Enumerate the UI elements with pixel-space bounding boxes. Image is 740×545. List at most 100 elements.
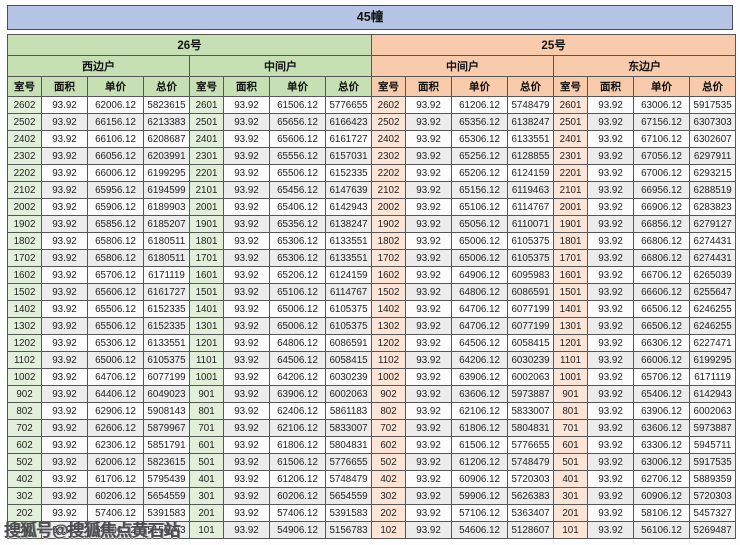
total-price-cell: 5823615 xyxy=(143,96,190,114)
total-price-cell: 6166423 xyxy=(324,113,373,131)
unit-price-cell: 64706.12 xyxy=(451,317,509,335)
total-price-cell: 5804831 xyxy=(507,419,555,437)
unit-price-cell: 65706.12 xyxy=(633,368,691,386)
room-cell: 1001 xyxy=(189,368,224,386)
col-header-unit-price: 单价 xyxy=(451,76,509,97)
total-price-cell: 6274431 xyxy=(689,249,737,267)
table-row: 2602 93.92 62006.12 5823615 2601 93.92 61506.1… xyxy=(7,96,737,114)
room-cell: 902 xyxy=(7,385,42,403)
area-cell: 93.92 xyxy=(587,249,635,267)
area-cell: 93.92 xyxy=(587,470,635,488)
column-header-row: 室号 面积 单价 总价 室号 面积 单价 总价 室号 面积 单价 总价 室号 面… xyxy=(7,76,737,97)
total-price-cell: 5748479 xyxy=(507,453,555,471)
unit-price-cell: 60206.12 xyxy=(269,487,326,505)
area-cell: 93.92 xyxy=(41,419,88,437)
room-cell: 201 xyxy=(553,504,589,522)
total-price-cell: 6133551 xyxy=(324,232,373,250)
room-cell: 1002 xyxy=(7,368,42,386)
unit-price-cell: 65506.12 xyxy=(87,300,144,318)
room-cell: 1401 xyxy=(189,300,224,318)
total-price-cell: 6279127 xyxy=(689,215,737,233)
unit-price-cell: 66706.12 xyxy=(633,266,691,284)
unit-price-cell: 63906.12 xyxy=(269,385,326,403)
total-price-cell: 6002063 xyxy=(324,385,373,403)
unit-price-cell: 59906.12 xyxy=(451,487,509,505)
area-cell: 93.92 xyxy=(405,504,453,522)
area-cell: 93.92 xyxy=(587,453,635,471)
area-cell: 93.92 xyxy=(223,198,270,216)
col-header-area: 面积 xyxy=(405,76,453,97)
area-cell: 93.92 xyxy=(223,181,270,199)
unit-price-cell: 62906.12 xyxy=(87,402,144,420)
room-cell: 901 xyxy=(553,385,589,403)
total-price-cell: 6199295 xyxy=(689,351,737,369)
total-price-cell: 6203991 xyxy=(143,147,190,165)
total-price-cell: 6105375 xyxy=(324,300,373,318)
unit-price-cell: 67056.12 xyxy=(633,147,691,165)
unit-price-cell: 61506.12 xyxy=(451,436,509,454)
total-price-cell: 6142943 xyxy=(324,198,373,216)
total-price-cell: 5889359 xyxy=(689,470,737,488)
room-cell: 1201 xyxy=(553,334,589,352)
unit-price-cell: 66306.12 xyxy=(633,334,691,352)
total-price-cell: 6077199 xyxy=(507,317,555,335)
unit-price-cell: 65006.12 xyxy=(451,232,509,250)
area-cell: 93.92 xyxy=(223,266,270,284)
area-cell: 93.92 xyxy=(223,385,270,403)
unit-price-cell: 65106.12 xyxy=(451,198,509,216)
area-cell: 93.92 xyxy=(223,470,270,488)
area-cell: 93.92 xyxy=(223,521,270,539)
area-cell: 93.92 xyxy=(41,453,88,471)
col-header-total-price: 总价 xyxy=(143,76,190,97)
area-cell: 93.92 xyxy=(587,334,635,352)
total-price-cell: 6161727 xyxy=(143,283,190,301)
area-cell: 93.92 xyxy=(41,385,88,403)
room-cell: 502 xyxy=(371,453,407,471)
unit-price-cell: 57406.12 xyxy=(269,504,326,522)
area-cell: 93.92 xyxy=(41,487,88,505)
area-cell: 93.92 xyxy=(223,436,270,454)
area-cell: 93.92 xyxy=(405,232,453,250)
total-price-cell: 6142943 xyxy=(689,385,737,403)
area-cell: 93.92 xyxy=(587,181,635,199)
area-cell: 93.92 xyxy=(223,334,270,352)
unit-price-cell: 60206.12 xyxy=(87,487,144,505)
unit-price-cell: 65306.12 xyxy=(269,232,326,250)
unit-price-cell: 65206.12 xyxy=(451,164,509,182)
unit-price-cell: 64706.12 xyxy=(451,300,509,318)
total-price-cell: 6152335 xyxy=(143,300,190,318)
room-cell: 601 xyxy=(189,436,224,454)
col-header-room: 室号 xyxy=(371,76,407,97)
room-cell: 202 xyxy=(371,504,407,522)
unit-price-cell: 66806.12 xyxy=(633,232,691,250)
room-cell: 401 xyxy=(553,470,589,488)
table-row: 102 93.92 54906.12 5156743 101 93.92 54906.12 5… xyxy=(7,521,737,539)
room-cell: 1401 xyxy=(553,300,589,318)
unit-price-cell: 65306.12 xyxy=(269,249,326,267)
room-cell: 1302 xyxy=(7,317,42,335)
unit-price-cell: 61206.12 xyxy=(451,96,509,114)
room-cell: 2401 xyxy=(189,130,224,148)
area-cell: 93.92 xyxy=(41,249,88,267)
room-cell: 1702 xyxy=(7,249,42,267)
unit-price-cell: 58106.12 xyxy=(633,504,691,522)
room-cell: 2602 xyxy=(371,96,407,114)
room-cell: 1502 xyxy=(7,283,42,301)
area-cell: 93.92 xyxy=(41,470,88,488)
area-cell: 93.92 xyxy=(41,96,88,114)
area-cell: 93.92 xyxy=(41,266,88,284)
total-price-cell: 6152335 xyxy=(143,317,190,335)
room-cell: 1201 xyxy=(189,334,224,352)
unit-price-cell: 63906.12 xyxy=(451,368,509,386)
total-price-cell: 6161727 xyxy=(324,130,373,148)
room-cell: 2102 xyxy=(371,181,407,199)
total-price-cell: 5879967 xyxy=(143,419,190,437)
room-cell: 2202 xyxy=(371,164,407,182)
area-cell: 93.92 xyxy=(587,113,635,131)
area-cell: 93.92 xyxy=(587,368,635,386)
room-cell: 402 xyxy=(371,470,407,488)
area-cell: 93.92 xyxy=(223,215,270,233)
unit-price-cell: 63006.12 xyxy=(633,453,691,471)
unit-price-cell: 65606.12 xyxy=(269,130,326,148)
room-cell: 2202 xyxy=(7,164,42,182)
